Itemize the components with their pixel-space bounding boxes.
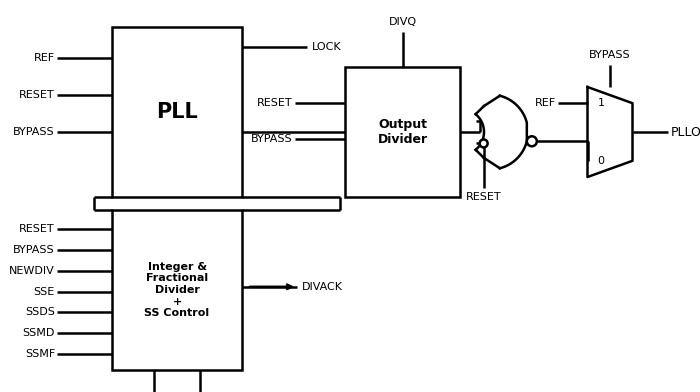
Text: Output
Divider: Output Divider [377,118,428,146]
Text: LOCK: LOCK [312,42,342,53]
Text: BYPASS: BYPASS [13,245,55,255]
Text: BYPASS: BYPASS [589,50,631,60]
Text: SSE: SSE [34,287,55,297]
Text: RESET: RESET [20,224,55,234]
Text: SSMD: SSMD [22,328,55,338]
Text: BYPASS: BYPASS [251,134,293,143]
Text: PLL: PLL [156,102,198,122]
Text: DIVACK: DIVACK [302,282,343,292]
Text: 1: 1 [598,98,605,108]
Text: RESET: RESET [258,98,293,109]
Text: RESET: RESET [466,192,501,202]
Text: SSDS: SSDS [25,307,55,318]
Circle shape [527,136,537,146]
Text: SSMF: SSMF [25,349,55,359]
Text: DIVQ: DIVQ [389,17,416,27]
Bar [345,67,460,197]
Text: NEWDIV: NEWDIV [9,266,55,276]
Text: REF: REF [534,98,556,108]
Bar [112,27,242,197]
Polygon shape [484,106,526,158]
Text: RESET: RESET [20,90,55,100]
Text: BYPASS: BYPASS [13,127,55,138]
Circle shape [480,140,488,147]
Text: REF: REF [34,53,55,63]
Text: Integer &
Fractional
Divider
+
SS Control: Integer & Fractional Divider + SS Contro… [144,262,209,318]
Polygon shape [587,87,633,177]
Text: 0: 0 [598,156,605,166]
Bar [112,210,242,370]
Text: PLLOUT: PLLOUT [671,125,700,138]
